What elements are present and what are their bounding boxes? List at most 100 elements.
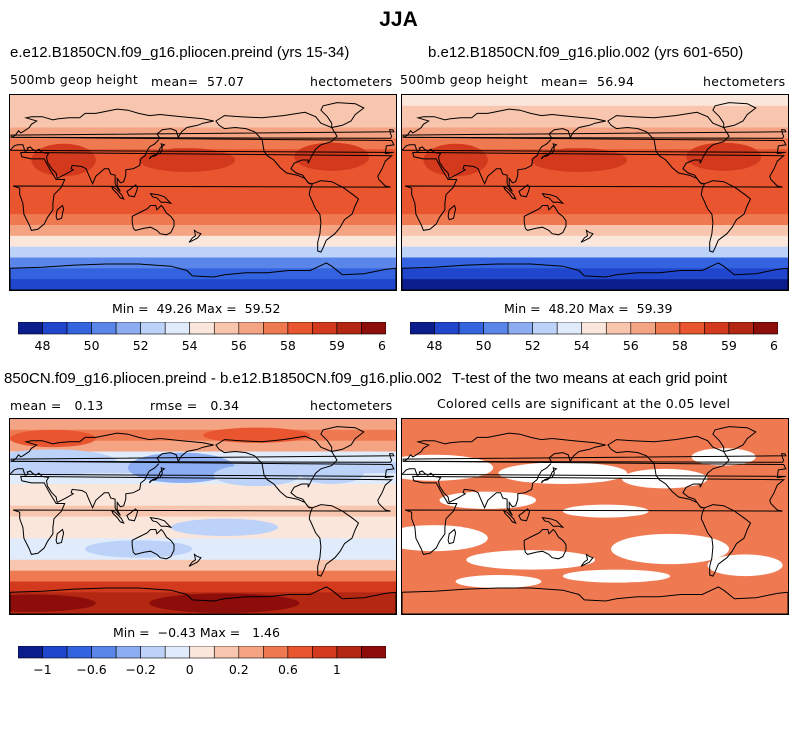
panel3-colorbar-svg: −1 −0.6 −0.2 0 0.2 0.6 1 bbox=[17, 645, 387, 677]
panel3-colorbar-tick-label: −0.6 bbox=[76, 662, 106, 677]
panel1-max-value: 59.52 bbox=[244, 301, 281, 316]
panel3-colorbar-swatch-14 bbox=[361, 645, 387, 659]
panel2-units: hectometers bbox=[703, 74, 786, 89]
panel3-pos-anom-1 bbox=[149, 593, 300, 613]
panel1-colorbar-tick-label: 50 bbox=[84, 338, 100, 353]
panel2-mean-value: 56.94 bbox=[596, 74, 635, 89]
panel3-neg-anom-0 bbox=[10, 449, 118, 476]
panel1-band--20 bbox=[10, 214, 396, 226]
panel2-colorbar-tick-label: 59 bbox=[721, 338, 737, 353]
panel2-colorbar-tick-label: 56 bbox=[623, 338, 639, 353]
panel4-nonsignificant-10 bbox=[562, 569, 671, 583]
panel3-colorbar-swatch-4 bbox=[115, 645, 141, 659]
panel3-colorbar-swatch-1 bbox=[42, 645, 68, 659]
panel2-coast-eurasia bbox=[402, 108, 787, 192]
panel1-band--30 bbox=[10, 225, 396, 237]
panel2-coast-sumatra bbox=[502, 186, 517, 200]
panel4-coast-new-zealand bbox=[580, 553, 594, 567]
panel1-coast-australia bbox=[131, 204, 175, 236]
panel3-mean-value: 0.13 bbox=[74, 398, 104, 413]
panel4-map-svg bbox=[402, 419, 788, 614]
panel3-band--60 bbox=[10, 581, 396, 593]
panel3-colorbar-tick-label: 0.6 bbox=[278, 662, 298, 677]
panel3-minmax: Min = −0.43 Max = 1.46 bbox=[113, 625, 280, 640]
panel1-band-10 bbox=[10, 181, 396, 194]
panel4-nonsignificant-1 bbox=[498, 462, 628, 484]
panel3-colorbar-tick-label: −1 bbox=[33, 662, 51, 677]
panel4-nonsignificant-9 bbox=[707, 554, 783, 577]
panel3-band-20 bbox=[10, 494, 396, 507]
panel3-colorbar-swatch-11 bbox=[287, 645, 313, 659]
panel2-map-svg bbox=[402, 95, 788, 290]
panel2-colorbar-tick-label: 50 bbox=[476, 338, 492, 353]
panel2-band-0 bbox=[402, 192, 788, 204]
panel1-band--80 bbox=[10, 279, 396, 290]
panel1-colorbar-swatch-11 bbox=[287, 321, 313, 335]
panel3-colorbar-tick-label: −0.2 bbox=[126, 662, 156, 677]
panel1-units: hectometers bbox=[310, 74, 393, 89]
panel4-nonsignificant-3 bbox=[691, 448, 756, 466]
panel3-map bbox=[9, 418, 397, 615]
panel3-colorbar-swatch-6 bbox=[164, 645, 191, 659]
panel3-band-70 bbox=[10, 440, 396, 453]
panel2-colorbar-swatch-4 bbox=[507, 321, 533, 335]
panel3-coast-australia bbox=[131, 528, 175, 560]
panel3-coast-africa bbox=[13, 475, 394, 555]
panel1-colorbar-swatch-7 bbox=[189, 321, 215, 335]
panel1-map bbox=[9, 94, 397, 291]
panel2-coast-borneo bbox=[518, 184, 531, 198]
panel3-colorbar: −1 −0.6 −0.2 0 0.2 0.6 1 bbox=[17, 645, 387, 682]
panel2-mean-label: mean= bbox=[541, 74, 589, 89]
panel4-nonsignificant-6 bbox=[402, 525, 488, 552]
panel2-colorbar-swatch-14 bbox=[753, 321, 779, 335]
panel2-band--80 bbox=[402, 279, 788, 290]
panel3-mean-label: mean = bbox=[10, 398, 62, 413]
panel4-coast-greenland bbox=[712, 426, 757, 453]
panel1-colorbar-swatch-1 bbox=[42, 321, 68, 335]
panel2-coast-north-america bbox=[607, 111, 730, 185]
panel3-coast-borneo bbox=[126, 508, 139, 522]
panel2-band-80 bbox=[402, 105, 788, 118]
panel4-coast-borneo bbox=[518, 508, 531, 522]
panel2-coast-japan bbox=[540, 143, 558, 160]
panel2-colorbar-swatch-5 bbox=[532, 321, 558, 335]
panel3-mean: mean = 0.13 bbox=[10, 398, 104, 413]
panel2-band--50 bbox=[402, 246, 788, 259]
panel1-band-90 bbox=[10, 95, 396, 107]
panel3-max-label: Max = bbox=[199, 625, 241, 640]
panel1-mean: mean= 57.07 bbox=[151, 74, 244, 89]
panel3-band--40 bbox=[10, 559, 396, 572]
panel1-band--40 bbox=[10, 235, 396, 248]
panel2-band-50 bbox=[402, 138, 788, 150]
panel1-colorbar-swatch-2 bbox=[66, 321, 92, 335]
panel2-variable-label: 500mb geop height bbox=[400, 72, 529, 87]
panel3-max-value: 1.46 bbox=[252, 625, 280, 640]
panel4-coast-japan bbox=[540, 467, 558, 484]
panel2-coast-greenland bbox=[712, 102, 757, 129]
panel1-band-20 bbox=[10, 170, 396, 183]
panel3-coast-sumatra bbox=[110, 510, 125, 524]
panel2-max-value: 59.39 bbox=[636, 301, 673, 316]
panel2-min-value: 48.20 bbox=[548, 301, 585, 316]
panel1-coast-madagascar bbox=[55, 204, 65, 221]
panel2-coast-madagascar bbox=[447, 204, 457, 221]
panel2-coast-antarctica bbox=[402, 262, 788, 290]
panel1-coast-sumatra bbox=[110, 186, 125, 200]
panel1-coast-greenland bbox=[320, 102, 365, 129]
panel3-band--20 bbox=[10, 538, 396, 550]
panel2-colorbar-swatch-13 bbox=[728, 321, 754, 335]
panel3-pos-anom-2 bbox=[10, 429, 96, 448]
panel1-coast-uk bbox=[10, 129, 395, 139]
panel4-coast-eurasia bbox=[402, 432, 787, 516]
panel4-nonsignificant-8 bbox=[611, 533, 730, 565]
panel1-colorbar-swatch-9 bbox=[238, 321, 264, 335]
panel2-coast-new-zealand bbox=[580, 229, 594, 243]
panel1-colorbar-tick-label: 48 bbox=[35, 338, 51, 353]
panel2-colorbar-tick-label: 58 bbox=[672, 338, 688, 353]
panel2-colorbar-swatch-1 bbox=[434, 321, 460, 335]
panel3-rmse-label: rmse = bbox=[150, 398, 198, 413]
panel3-min-label: Min = bbox=[113, 625, 150, 640]
panel1-colorbar-tick-label: 60 bbox=[378, 338, 386, 353]
panel4-coast-sumatra bbox=[502, 510, 517, 524]
panel3-coast-greenland bbox=[320, 426, 365, 453]
